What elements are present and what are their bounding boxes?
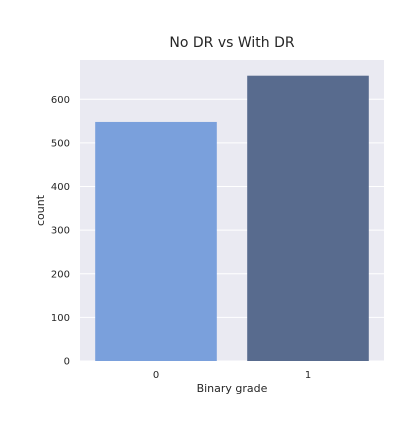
bar-1 [247,75,369,361]
y-tick-label: 0 [64,357,70,368]
y-tick-label: 300 [51,226,70,237]
y-tick-label: 400 [51,182,70,193]
y-tick-label: 500 [51,138,70,149]
bars [95,75,369,361]
y-axis-label: count [34,194,47,226]
y-tick-label: 200 [51,269,70,280]
y-tick-label: 600 [51,95,70,106]
y-tick-label: 100 [51,313,70,324]
chart-title: No DR vs With DR [169,35,294,51]
x-axis-label: Binary grade [197,382,268,395]
x-tick-label: 0 [153,370,159,381]
y-tick-labels: 0 100 200 300 400 500 600 [51,95,70,368]
x-tick-label: 1 [305,370,311,381]
bar-0 [95,121,217,361]
